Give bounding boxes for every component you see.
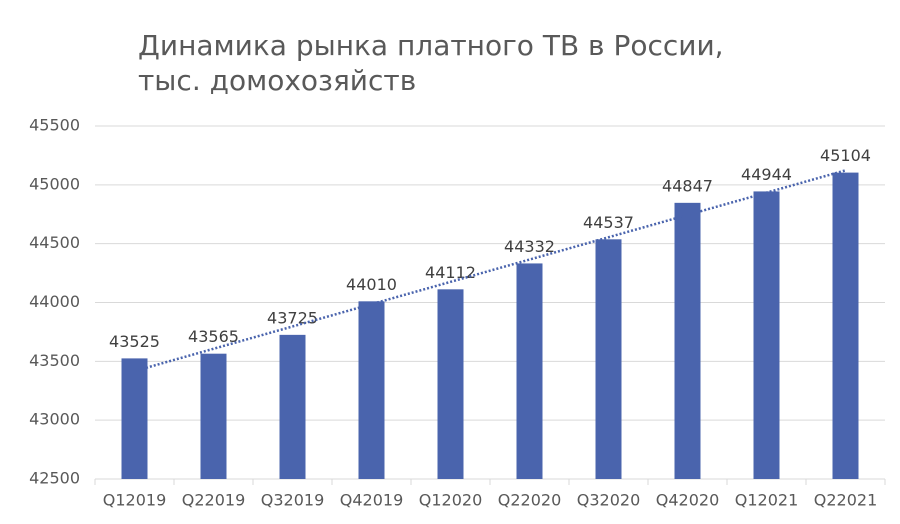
bar bbox=[358, 301, 385, 479]
trendline bbox=[134, 169, 846, 373]
y-tick-label: 45000 bbox=[29, 174, 80, 193]
x-tick-label: Q12020 bbox=[419, 491, 483, 510]
y-tick-label: 44000 bbox=[29, 292, 80, 311]
data-label: 44332 bbox=[504, 237, 555, 256]
chart-title: тыс. домохозяйств bbox=[138, 64, 416, 97]
bar bbox=[832, 172, 859, 479]
y-tick-label: 43000 bbox=[29, 410, 80, 429]
y-tick-label: 44500 bbox=[29, 233, 80, 252]
data-label: 44010 bbox=[346, 275, 397, 294]
bar bbox=[516, 263, 543, 479]
data-label: 44112 bbox=[425, 263, 476, 282]
data-label: 43525 bbox=[109, 332, 160, 351]
data-label: 43565 bbox=[188, 327, 239, 346]
x-tick-label: Q12021 bbox=[735, 491, 799, 510]
data-label: 43725 bbox=[267, 308, 318, 327]
x-tick-label: Q32019 bbox=[261, 491, 325, 510]
y-tick-label: 42500 bbox=[29, 469, 80, 488]
data-label: 44537 bbox=[583, 213, 634, 232]
bar bbox=[595, 239, 622, 479]
y-tick-label: 43500 bbox=[29, 351, 80, 370]
bar bbox=[753, 191, 780, 479]
bar bbox=[279, 334, 306, 479]
x-tick-label: Q22021 bbox=[814, 491, 878, 510]
bar bbox=[121, 358, 148, 479]
data-label: 44847 bbox=[662, 176, 713, 195]
x-tick-label: Q22020 bbox=[498, 491, 562, 510]
x-tick-label: Q42019 bbox=[340, 491, 404, 510]
bar bbox=[674, 202, 701, 479]
bar bbox=[437, 289, 464, 479]
x-tick-label: Q42020 bbox=[656, 491, 720, 510]
x-tick-label: Q12019 bbox=[103, 491, 167, 510]
data-label: 44944 bbox=[741, 165, 792, 184]
bar bbox=[200, 353, 227, 479]
chart-title: Динамика рынка платного ТВ в России, bbox=[138, 29, 724, 62]
y-tick-label: 45500 bbox=[29, 116, 80, 135]
data-label: 45104 bbox=[820, 146, 871, 165]
x-tick-label: Q32020 bbox=[577, 491, 641, 510]
x-tick-label: Q22019 bbox=[182, 491, 246, 510]
